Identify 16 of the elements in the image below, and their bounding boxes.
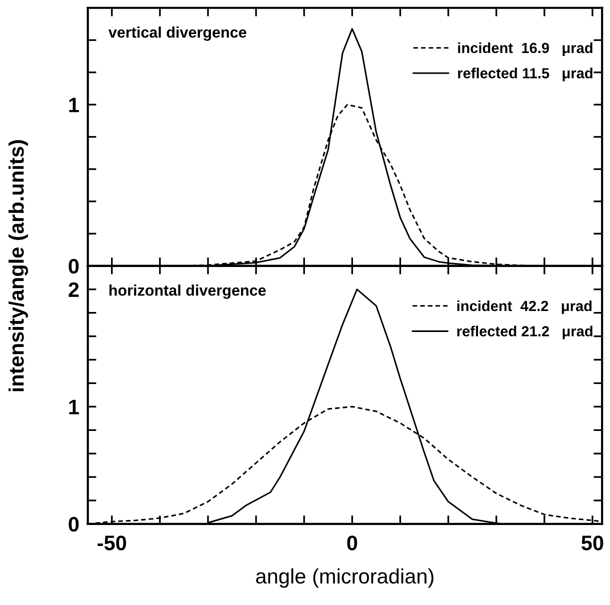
y-tick-label: 1 [69,98,79,112]
x-tick-label: 50 [582,536,604,550]
y-axis-title: intensity/angle (arb.units) [8,140,28,392]
y-tick-label: 1 [69,400,79,414]
y-tick-label: 0 [68,258,79,274]
legend-label: reflected 11.5 μrad [458,68,592,82]
y-tick-label: 0 [68,516,79,532]
annotation: vertical divergence [108,26,246,41]
legend-label: incident 42.2 μrad [457,300,592,314]
y-tick-label: 2 [68,282,79,297]
annotation: horizontal divergence [109,284,266,299]
x-tick-label: -50 [98,536,126,550]
legend-label: reflected 21.2 μrad [457,326,592,340]
x-axis-title: angle (microradian) [256,568,434,588]
x-tick-label: 0 [347,536,358,550]
legend-label: incident 16.9 μrad [458,42,592,56]
